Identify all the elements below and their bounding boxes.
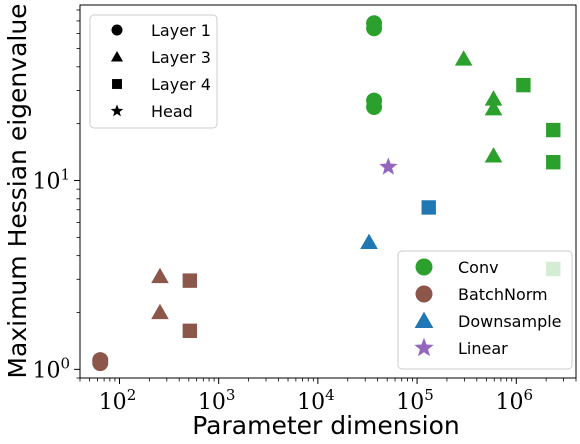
y-axis-label: Maximum Hessian eigenvalue bbox=[3, 3, 32, 378]
color-legend-label: Conv bbox=[458, 258, 499, 277]
color-legend-entry: Linear bbox=[414, 337, 508, 358]
color-legend-entry: BatchNorm bbox=[415, 285, 548, 304]
conv-square-point bbox=[546, 122, 561, 138]
axis-ticks: 102 103 104 105 106 100 101 bbox=[32, 9, 577, 415]
marker-legend-label: Layer 1 bbox=[151, 21, 211, 40]
marker-legend-entry: Layer 4 bbox=[112, 75, 211, 94]
linear-star-point bbox=[379, 157, 398, 175]
triangle-marker-icon bbox=[110, 50, 124, 62]
data-points bbox=[92, 15, 561, 372]
marker-legend-label: Layer 4 bbox=[151, 75, 211, 94]
conv-triangle-point bbox=[484, 90, 503, 106]
marker-legend-label: Head bbox=[151, 102, 193, 121]
downsample-triangle-point bbox=[360, 233, 378, 250]
batchnorm-triangle-point bbox=[151, 303, 169, 320]
marker-legend-entry: Layer 3 bbox=[110, 48, 211, 67]
linear-swatch-icon bbox=[414, 337, 434, 357]
conv-circle-point bbox=[366, 20, 383, 37]
x-tick-label: 103 bbox=[198, 386, 236, 415]
marker-legend-frame bbox=[89, 14, 218, 129]
color-legend-label: Downsample bbox=[458, 312, 562, 331]
batchnorm-square-point bbox=[182, 273, 198, 288]
color-legend-entry: Downsample bbox=[414, 311, 562, 331]
conv-triangle-point bbox=[454, 50, 473, 66]
downsample-swatch-icon bbox=[414, 311, 434, 329]
marker-legend-label: Layer 3 bbox=[151, 48, 211, 67]
circle-marker-icon bbox=[111, 24, 123, 36]
square-marker-icon bbox=[112, 79, 122, 89]
batchnorm-square-point bbox=[182, 323, 198, 339]
color-legend-entry: Conv bbox=[415, 258, 499, 277]
conv-triangle-point bbox=[484, 99, 503, 116]
color-legend-label: BatchNorm bbox=[458, 285, 548, 304]
downsample-square-point bbox=[421, 200, 436, 215]
conv-circle-point bbox=[366, 99, 383, 116]
conv-square-point bbox=[516, 77, 531, 93]
x-tick-label: 104 bbox=[297, 386, 335, 415]
star-marker-icon bbox=[110, 104, 124, 117]
batchnorm-triangle-point bbox=[151, 267, 169, 284]
batchnorm-circle-point bbox=[92, 355, 109, 372]
batchnorm-swatch-icon bbox=[415, 285, 433, 303]
marker-legend-entry: Layer 1 bbox=[111, 21, 211, 40]
color-legend-label: Linear bbox=[458, 339, 508, 358]
conv-square-point bbox=[546, 155, 561, 170]
conv-triangle-point bbox=[484, 147, 503, 163]
y-tick-label: 101 bbox=[32, 166, 70, 195]
x-tick-label: 106 bbox=[496, 386, 534, 415]
marker-legend-entry: Head bbox=[110, 102, 193, 121]
conv-swatch-icon bbox=[415, 258, 433, 276]
x-tick-label: 102 bbox=[99, 386, 137, 415]
color-legend: Conv BatchNorm Downsample Linear bbox=[397, 250, 573, 370]
x-tick-label: 105 bbox=[396, 386, 434, 415]
x-axis-label: Parameter dimension bbox=[192, 411, 460, 440]
plot-frame bbox=[79, 4, 577, 379]
marker-legend: Layer 1 Layer 3 Layer 4 Head bbox=[89, 14, 218, 129]
y-tick-label: 100 bbox=[32, 354, 70, 383]
color-legend-frame bbox=[397, 250, 573, 370]
